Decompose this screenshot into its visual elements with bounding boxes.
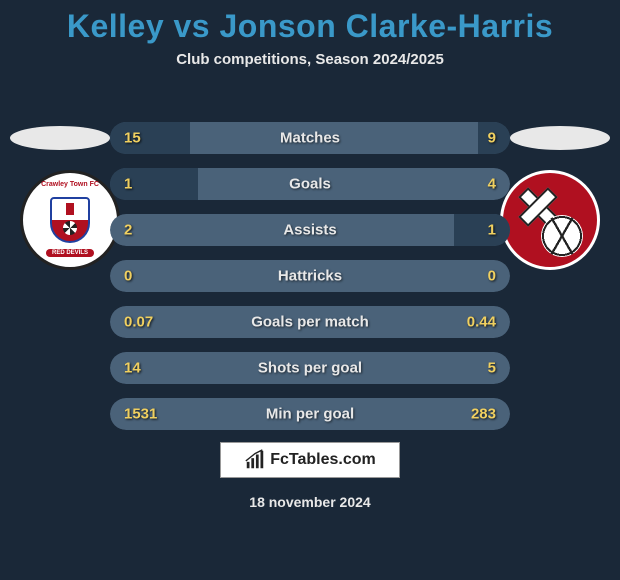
- stat-value-left: 1531: [124, 406, 157, 423]
- stat-row: 0 Hattricks 0: [110, 260, 510, 292]
- club-badge-left: Crawley Town FC RED DEVILS: [20, 170, 120, 270]
- stat-value-left: 0: [124, 268, 132, 285]
- bar-fill-right: [454, 214, 510, 246]
- stat-label: Min per goal: [266, 406, 354, 423]
- stat-label: Matches: [280, 130, 340, 147]
- stat-value-left: 14: [124, 360, 141, 377]
- stat-value-right: 1: [488, 222, 496, 239]
- crawley-shield-icon: [50, 197, 90, 243]
- page-title: Kelley vs Jonson Clarke-Harris: [0, 0, 620, 45]
- crawley-town-badge: Crawley Town FC RED DEVILS: [20, 170, 120, 270]
- stat-label: Goals per match: [251, 314, 369, 331]
- player-right-ellipse: [510, 126, 610, 150]
- fctables-text: FcTables.com: [270, 451, 376, 469]
- stat-label: Shots per goal: [258, 360, 362, 377]
- stat-row: 1531 Min per goal 283: [110, 398, 510, 430]
- club-badge-right: [500, 170, 600, 270]
- stat-label: Hattricks: [278, 268, 342, 285]
- stat-label: Assists: [283, 222, 336, 239]
- stat-value-right: 5: [488, 360, 496, 377]
- stat-row: 14 Shots per goal 5: [110, 352, 510, 384]
- football-icon: [541, 215, 583, 257]
- stat-value-right: 0.44: [467, 314, 496, 331]
- rotherham-badge: [500, 170, 600, 270]
- stat-value-left: 15: [124, 130, 141, 147]
- crawley-banner-text: RED DEVILS: [46, 249, 94, 257]
- subtitle: Club competitions, Season 2024/2025: [0, 51, 620, 68]
- stats-bars: 15 Matches 9 1 Goals 4 2 Assists 1 0 Hattricks 0 0.0…: [110, 122, 510, 444]
- crawley-badge-top-text: Crawley Town FC: [41, 181, 99, 188]
- stat-row: 1 Goals 4: [110, 168, 510, 200]
- stat-label: Goals: [289, 176, 331, 193]
- stat-value-right: 4: [488, 176, 496, 193]
- stat-row: 2 Assists 1: [110, 214, 510, 246]
- stat-value-left: 0.07: [124, 314, 153, 331]
- date-text: 18 november 2024: [249, 494, 370, 510]
- stat-value-right: 0: [488, 268, 496, 285]
- stat-value-left: 1: [124, 176, 132, 193]
- player-left-ellipse: [10, 126, 110, 150]
- stat-value-right: 283: [471, 406, 496, 423]
- stat-row: 15 Matches 9: [110, 122, 510, 154]
- bar-fill-left: [110, 122, 190, 154]
- stat-value-left: 2: [124, 222, 132, 239]
- fctables-logo: FcTables.com: [220, 442, 400, 478]
- chart-icon: [244, 449, 266, 471]
- stat-row: 0.07 Goals per match 0.44: [110, 306, 510, 338]
- stat-value-right: 9: [488, 130, 496, 147]
